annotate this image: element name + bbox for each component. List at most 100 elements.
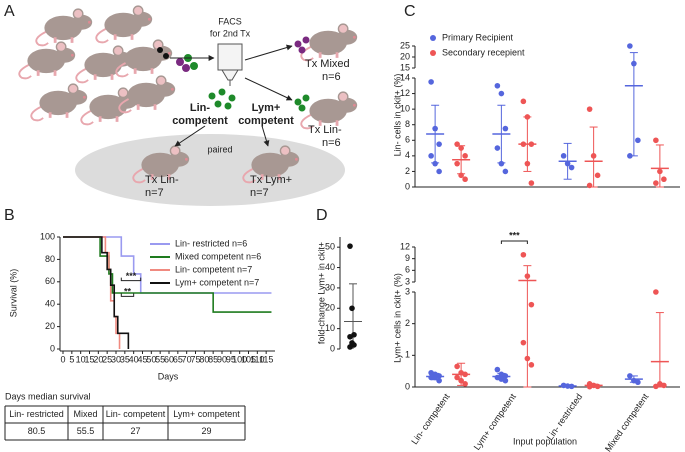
data-point [454, 363, 460, 370]
data-point [432, 374, 438, 381]
data-point [498, 90, 505, 97]
y-tick-label: 30 [325, 282, 335, 292]
group-label: n=7 [250, 187, 269, 199]
significance-bracket [500, 240, 528, 244]
survival-line [63, 236, 272, 294]
group-label: n=6 [322, 137, 341, 149]
x-tick-label: 75 [190, 354, 200, 364]
y-tick-label: 2 [405, 318, 410, 328]
x-tick-label: Lym+ competent [472, 391, 519, 452]
x-tick-label: 70 [182, 354, 192, 364]
table-header: Lin- competent [106, 409, 166, 419]
y-tick-label: 10 [400, 104, 410, 114]
y-axis-label: Lin- cells in ckit+ (%) [392, 74, 402, 157]
data-point [594, 383, 601, 390]
arrow [261, 125, 270, 147]
y-tick-label: 60 [45, 276, 55, 286]
x-tick-label: 105 [241, 354, 256, 364]
data-point [454, 160, 460, 167]
arrow [244, 44, 293, 61]
data-point [568, 383, 575, 390]
y-tick-label: 0 [405, 381, 410, 391]
y-tick-label: 25 [400, 40, 410, 50]
data-point [502, 373, 509, 379]
x-tick-label: Mixed competent [603, 391, 651, 452]
data-point [564, 160, 571, 167]
data-point [428, 153, 434, 159]
arrow [174, 125, 206, 147]
y-tick-label: 6 [405, 265, 410, 275]
legend-label: Primary Recipient [442, 32, 514, 42]
y-tick-label: 12 [400, 88, 410, 98]
data-point [627, 153, 633, 159]
group-label: n=6 [322, 71, 341, 83]
x-tick-label: Lin- competent [409, 391, 452, 446]
data-point [657, 168, 663, 175]
data-point [349, 305, 355, 312]
data-point [432, 125, 438, 132]
group-label: Tx Mixed [305, 58, 350, 70]
data-point [524, 273, 531, 279]
data-point [520, 339, 527, 346]
group-label: competent [172, 115, 228, 127]
data-point [347, 243, 353, 249]
data-point [502, 377, 509, 384]
legend-label: Lin- restricted n=6 [175, 238, 247, 248]
y-tick-label: 0 [405, 181, 410, 191]
x-tick-label: 110 [250, 354, 264, 364]
data-point [428, 79, 434, 85]
data-point [528, 180, 535, 186]
significance-bracket [120, 293, 135, 297]
table-cell: 29 [201, 426, 211, 436]
legend-marker [430, 50, 436, 56]
facs-device [217, 43, 243, 86]
x-tick-label: 90 [217, 354, 227, 364]
x-tick-label: 45 [137, 354, 147, 364]
data-point [635, 379, 641, 386]
data-point [653, 180, 659, 186]
data-point [494, 82, 501, 89]
facs-label: FACS [218, 16, 242, 26]
table-header: Mixed [73, 409, 97, 419]
x-tick-label: 40 [129, 354, 139, 364]
data-point [520, 141, 527, 147]
y-tick-label: 2 [405, 166, 410, 176]
y-tick-label: 4 [405, 150, 410, 160]
table-title: Days median survival [5, 391, 91, 401]
arrow [244, 77, 293, 101]
group-label: Lin- [190, 102, 210, 114]
data-point [586, 106, 593, 112]
y-tick-label: 14 [400, 72, 410, 82]
table-header: Lym+ competent [173, 409, 240, 419]
data-point [661, 382, 667, 389]
data-point [661, 176, 667, 183]
data-point [564, 383, 571, 389]
data-point [347, 344, 353, 350]
mouse-icon [18, 41, 77, 80]
data-point [653, 289, 659, 295]
y-tick-label: 8 [405, 119, 410, 129]
data-point [502, 125, 509, 132]
x-tick-label: 25 [102, 354, 112, 364]
mouse-icon [35, 8, 94, 47]
data-point [462, 153, 468, 159]
x-tick-label: 5 [69, 354, 74, 364]
x-tick-label: 0 [60, 354, 65, 364]
data-point [454, 374, 460, 381]
data-point [560, 153, 567, 159]
data-point [635, 137, 641, 144]
data-point [494, 145, 501, 151]
panel-label: A [4, 3, 15, 20]
table-header: Lin- restricted [9, 409, 64, 419]
legend-marker [430, 35, 436, 41]
data-point [347, 333, 353, 340]
y-tick-label: 1 [405, 350, 410, 360]
panel-label: B [4, 207, 15, 224]
y-axis-label: Survival (%) [8, 269, 18, 318]
data-point [586, 383, 593, 390]
data-point [436, 377, 442, 384]
group-label: competent [238, 115, 294, 127]
x-tick-label: 10 [76, 354, 86, 364]
table-cell: 27 [130, 426, 140, 436]
data-point [627, 373, 633, 379]
